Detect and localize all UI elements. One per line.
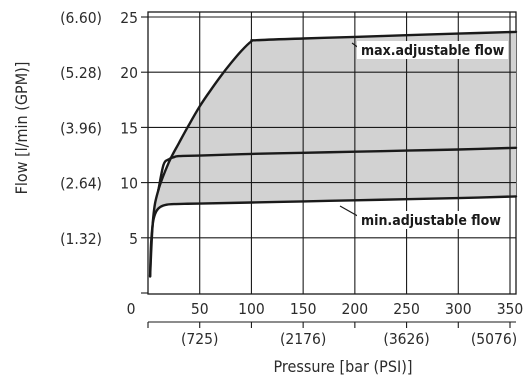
x-secondary-tick-label: (725) xyxy=(181,330,219,348)
y-tick-label: 25 xyxy=(120,9,138,27)
x-tick-label: 0 xyxy=(127,300,136,318)
annotation-label: min.adjustable flow xyxy=(361,213,501,229)
y-tick-label: 10 xyxy=(120,175,138,193)
x-secondary-tick-label: (2176) xyxy=(280,330,326,348)
x-secondary-tick-label: (5076) xyxy=(471,330,517,348)
series-lines xyxy=(148,30,518,278)
x-secondary-tick-label: (3626) xyxy=(383,330,429,348)
x-tick-label: 350 xyxy=(497,300,524,318)
series-line-2 xyxy=(157,146,518,192)
annotation-bg xyxy=(357,41,508,59)
x-tick-label: 100 xyxy=(238,300,265,318)
series-line-1 xyxy=(148,30,518,278)
x-tick-label: 200 xyxy=(342,300,369,318)
series-line-3 xyxy=(148,195,518,278)
axes: 5 (1.32) 10 (2.64) 15 (3.96) 20 (5.28) 25 (6.60) 0… xyxy=(60,9,523,348)
y-tick-label: 15 xyxy=(120,119,138,137)
x-axis-label: Pressure [bar (PSI)] xyxy=(274,357,413,376)
y-secondary-tick-label: (6.60) xyxy=(60,9,102,27)
x-tick-label: 250 xyxy=(393,300,420,318)
y-tick-label: 5 xyxy=(129,230,138,248)
y-secondary-tick-label: (2.64) xyxy=(60,175,102,193)
y-secondary-tick-label: (5.28) xyxy=(60,64,102,82)
annotations: max.adjustable flow min.adjustable flow xyxy=(339,41,508,229)
y-axis-label: Flow [l/min (GPM)] xyxy=(12,62,31,195)
flow-range-fill xyxy=(150,31,516,277)
y-secondary-tick-label: (3.96) xyxy=(60,119,102,137)
x-tick-label: 50 xyxy=(191,300,209,318)
y-tick-label: 20 xyxy=(120,64,138,82)
y-secondary-tick-label: (1.32) xyxy=(60,230,102,248)
flow-range-area xyxy=(150,31,516,277)
annotation-bg xyxy=(357,211,508,229)
x-tick-label: 150 xyxy=(290,300,317,318)
x-tick-label: 300 xyxy=(445,300,472,318)
annotation-label: max.adjustable flow xyxy=(361,43,505,59)
